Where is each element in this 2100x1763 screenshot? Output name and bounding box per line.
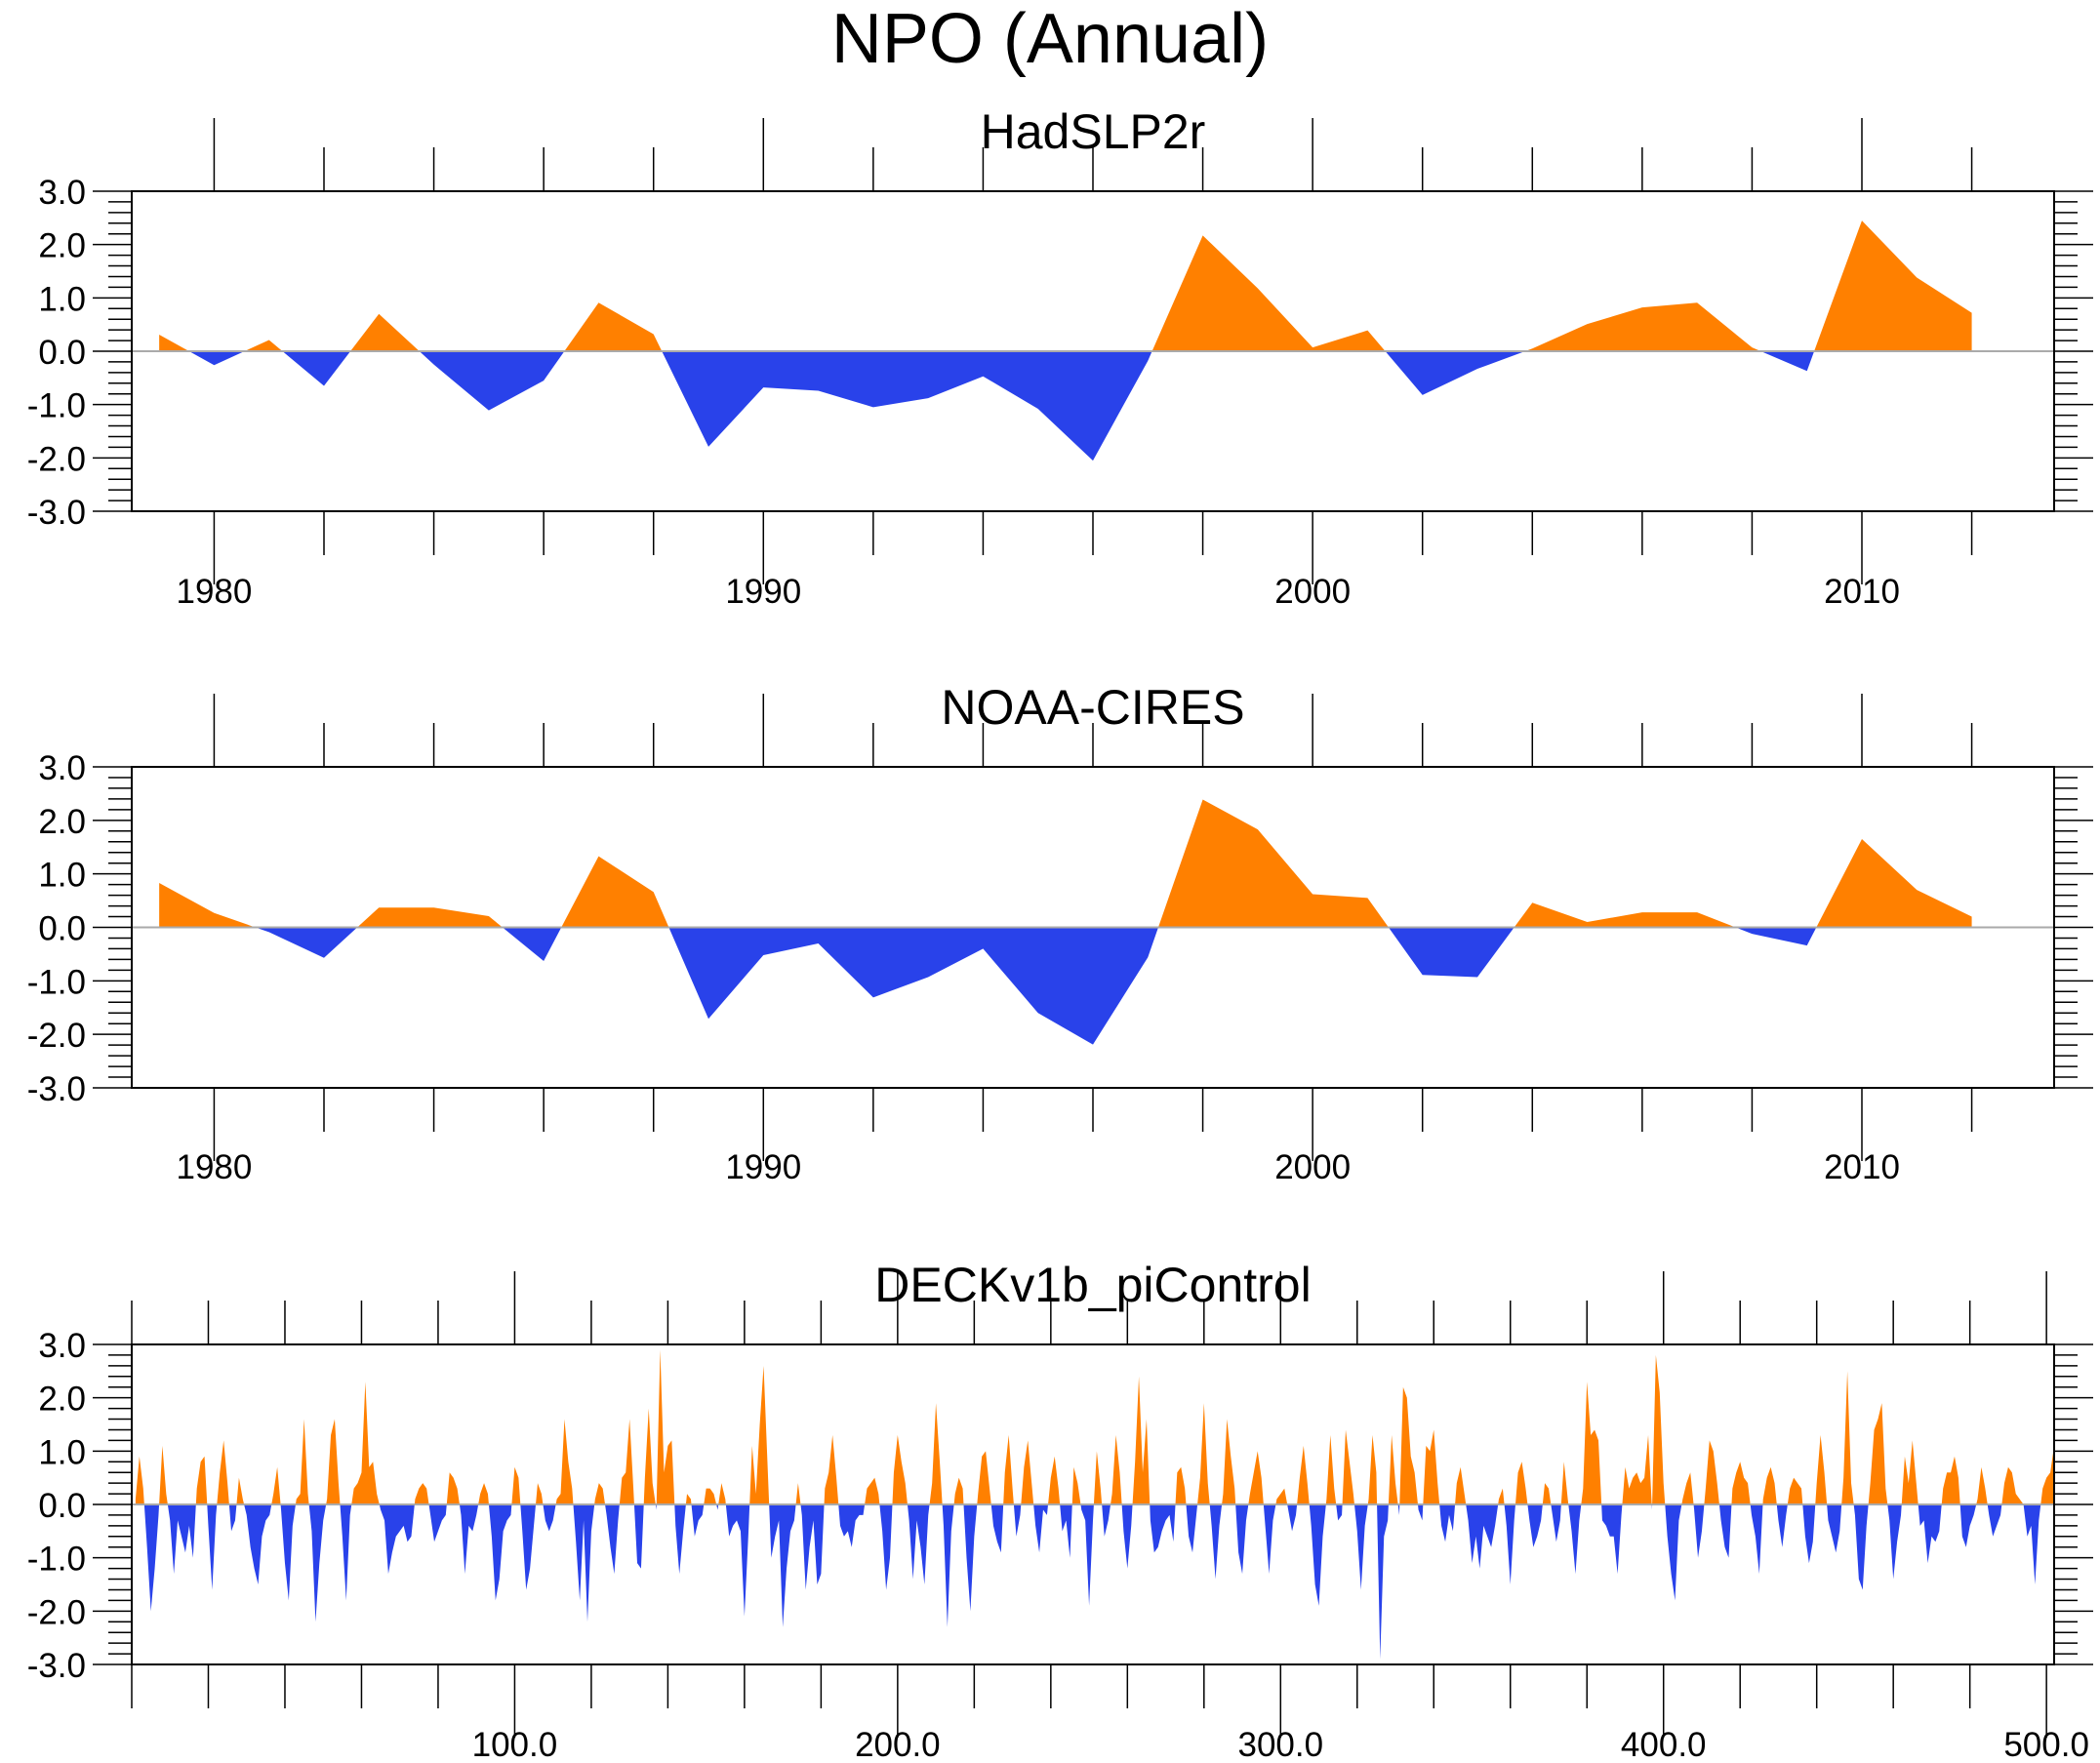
positive-area — [159, 220, 1972, 351]
negative-area — [159, 351, 1972, 461]
x-tick-label: 1990 — [725, 1148, 801, 1186]
x-tick-label: 300.0 — [1237, 1726, 1323, 1763]
y-tick-label: -3.0 — [27, 1070, 86, 1108]
x-tick-label: 2000 — [1274, 573, 1351, 611]
negative-area — [135, 1504, 2054, 1660]
y-tick-label: 0.0 — [38, 1487, 86, 1525]
y-tick-label: 0.0 — [38, 910, 86, 948]
y-tick-label: 3.0 — [38, 174, 86, 212]
figure-title: NPO (Annual) — [830, 0, 1270, 78]
y-tick-label: 2.0 — [38, 227, 86, 265]
y-tick-label: 3.0 — [38, 1327, 86, 1365]
positive-area — [159, 799, 1972, 928]
x-tick-label: 500.0 — [2003, 1726, 2089, 1763]
y-tick-label: -3.0 — [27, 494, 86, 532]
x-tick-label: 200.0 — [855, 1726, 941, 1763]
x-tick-label: 1990 — [725, 573, 801, 611]
x-tick-label: 1980 — [176, 1148, 252, 1186]
negative-area — [159, 927, 1972, 1045]
y-tick-label: 2.0 — [38, 1381, 86, 1419]
y-tick-label: -1.0 — [27, 963, 86, 1001]
y-tick-label: 1.0 — [38, 280, 86, 318]
panel-deckv1b-picontrol: DECKv1b_piControl 3.0 2.0 1.0 0.0 -1.0 -2.0 -3.… — [27, 1258, 2093, 1763]
x-tick-label: 2000 — [1274, 1148, 1351, 1186]
y-tick-label: -2.0 — [27, 440, 86, 478]
y-tick-label: -2.0 — [27, 1017, 86, 1055]
x-tick-label: 400.0 — [1621, 1726, 1707, 1763]
y-tick-label: -3.0 — [27, 1647, 86, 1685]
x-tick-label: 100.0 — [472, 1726, 558, 1763]
x-tick-label: 2010 — [1824, 1148, 1900, 1186]
y-tick-label: -1.0 — [27, 1541, 86, 1579]
x-tick-label: 2010 — [1824, 573, 1900, 611]
y-tick-label: 2.0 — [38, 803, 86, 841]
y-tick-label: -1.0 — [27, 387, 86, 425]
x-tick-label: 1980 — [176, 573, 252, 611]
y-tick-label: -2.0 — [27, 1593, 86, 1631]
y-tick-label: 1.0 — [38, 857, 86, 895]
y-tick-label: 1.0 — [38, 1433, 86, 1471]
y-tick-label: 3.0 — [38, 749, 86, 787]
panel-title: DECKv1b_piControl — [874, 1258, 1311, 1312]
y-tick-label: 0.0 — [38, 334, 86, 372]
